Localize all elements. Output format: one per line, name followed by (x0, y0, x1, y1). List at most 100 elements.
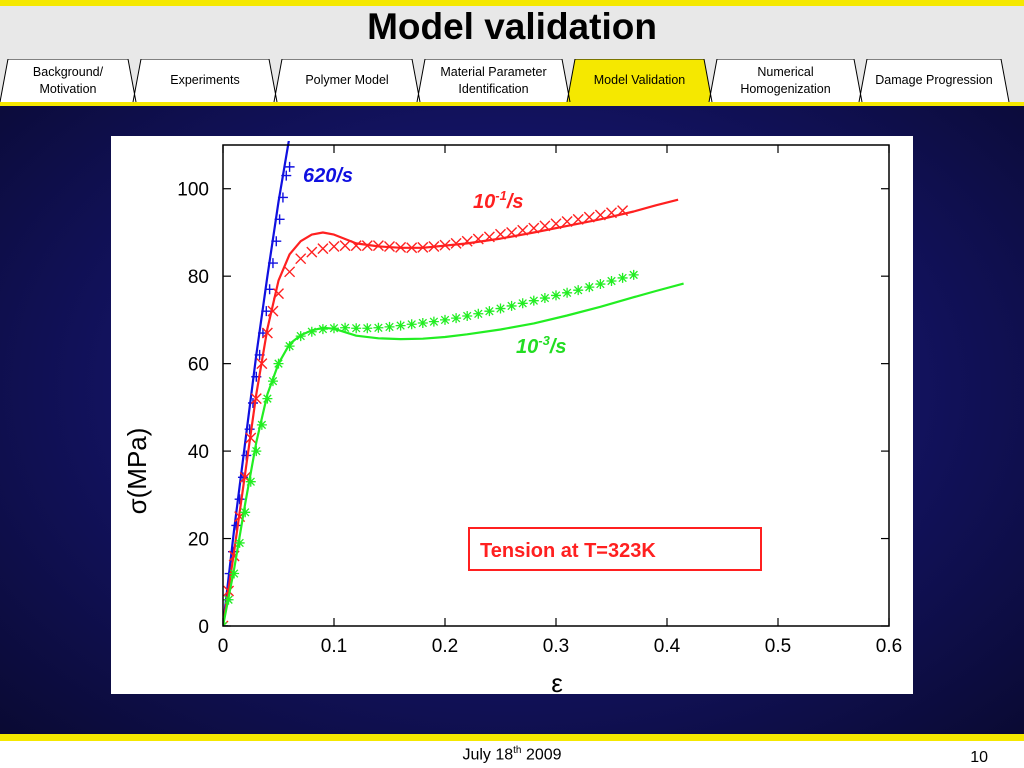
data-point (528, 295, 539, 306)
data-point (306, 246, 318, 258)
data-point (462, 310, 473, 321)
tab-numerical-homogenization[interactable]: Numerical Homogenization (709, 59, 862, 102)
y-tick-label: 0 (198, 617, 209, 638)
section-tabs: Background/ Motivation Experiments Polym… (0, 59, 1024, 103)
y-tick-label: 100 (177, 180, 209, 201)
data-point (573, 285, 584, 296)
x-tick-label: 0.1 (321, 636, 347, 657)
data-point (240, 507, 251, 518)
data-point (628, 269, 639, 280)
data-point (251, 446, 262, 457)
data-point (234, 494, 245, 505)
footer-stripe (0, 734, 1024, 741)
data-point (595, 279, 606, 290)
series-0 (223, 141, 295, 626)
slide-title: Model validation (367, 6, 657, 47)
data-point (606, 275, 617, 286)
svg-text:10-1/s: 10-1/s (473, 188, 524, 213)
series-label-red-suffix: /s (506, 191, 524, 213)
tab-label: Material Parameter Identification (440, 64, 547, 96)
annotation-box: Tension at T=323K (468, 527, 762, 571)
x-tick-label: 0 (218, 636, 229, 657)
tab-label: Polymer Model (305, 73, 389, 87)
chart-panel: 0 0.1 0.2 0.3 0.4 0.5 0.6 0 20 40 60 80 100 620/s 10… (111, 136, 913, 698)
y-tick-label: 60 (188, 355, 209, 376)
data-point (451, 313, 462, 324)
footer-date: July 18th 2009 (462, 745, 562, 764)
tab-experiments[interactable]: Experiments (133, 59, 277, 102)
data-point (339, 240, 351, 252)
y-tick-label: 20 (188, 530, 209, 551)
data-point (340, 322, 351, 333)
tab-label: Damage Progression (875, 73, 993, 87)
y-tick-label: 80 (188, 267, 209, 288)
series-2 (223, 269, 684, 626)
tab-damage-progression[interactable]: Damage Progression (859, 59, 1009, 102)
stress-strain-chart: 0 0.1 0.2 0.3 0.4 0.5 0.6 0 20 40 60 80 100 620/s 10… (122, 141, 902, 698)
series-label-green-sup: -3 (538, 333, 550, 348)
data-point (328, 240, 340, 252)
x-tick-label: 0.3 (543, 636, 569, 657)
x-tick-label: 0.6 (876, 636, 902, 657)
data-point (351, 323, 362, 334)
data-point (562, 287, 573, 298)
data-point (584, 282, 595, 293)
tab-material-parameter-identification[interactable]: Material Parameter Identification (417, 59, 570, 102)
model-line (223, 282, 684, 626)
header-top-stripe (0, 0, 1024, 6)
x-tick-label: 0.4 (654, 636, 681, 657)
data-point (384, 321, 395, 332)
x-axis-label: ε (551, 668, 563, 694)
data-point (484, 306, 495, 317)
data-point (473, 308, 484, 319)
data-point (395, 320, 406, 331)
data-point (373, 322, 384, 333)
annotation-text: Tension at T=323K (480, 540, 656, 562)
data-point (517, 298, 528, 309)
y-axis-label: σ(MPa) (122, 428, 152, 515)
data-point (417, 317, 428, 328)
series-label-green-base: 10 (516, 336, 538, 358)
model-line (223, 141, 290, 626)
x-tick-label: 0.5 (765, 636, 791, 657)
tab-background-motivation[interactable]: Background/ Motivation (0, 59, 136, 102)
y-tick-label: 40 (188, 442, 209, 463)
tab-label: Background/ Motivation (32, 64, 104, 96)
tab-model-validation[interactable]: Model Validation (567, 59, 712, 102)
x-tick-label: 0.2 (432, 636, 458, 657)
series-label-10-1: 10-1/s (473, 188, 524, 213)
data-point (306, 326, 317, 337)
data-point (237, 472, 248, 483)
footer: July 18th 2009 10 (0, 741, 1024, 768)
data-point (295, 253, 307, 265)
data-point (245, 476, 256, 487)
series-label-red-sup: -1 (495, 188, 507, 203)
model-line (223, 198, 679, 626)
series-label-green-suffix: /s (549, 336, 567, 358)
tab-polymer-model[interactable]: Polymer Model (274, 59, 420, 102)
page-number: 10 (970, 749, 988, 766)
series-label-620: 620/s (303, 165, 353, 187)
data-point (362, 323, 373, 334)
data-point (317, 243, 329, 255)
data-point (317, 324, 328, 335)
data-point (284, 161, 295, 172)
tab-label: Numerical Homogenization (740, 64, 831, 96)
tab-label: Model Validation (593, 73, 686, 87)
data-point (284, 266, 296, 278)
series-1 (223, 198, 679, 626)
series-label-620-text: 620/s (303, 165, 353, 187)
data-point (506, 300, 517, 311)
data-point (617, 272, 628, 283)
data-point (551, 290, 561, 301)
data-point (406, 319, 417, 330)
svg-text:10-3/s: 10-3/s (516, 333, 567, 358)
header-bottom-stripe (0, 102, 1024, 106)
data-point (495, 303, 506, 314)
data-point (450, 237, 462, 249)
series-label-red-base: 10 (473, 191, 495, 213)
data-point (428, 316, 439, 327)
data-point (256, 419, 267, 430)
series-label-10-3: 10-3/s (516, 333, 567, 358)
data-point (539, 293, 550, 304)
